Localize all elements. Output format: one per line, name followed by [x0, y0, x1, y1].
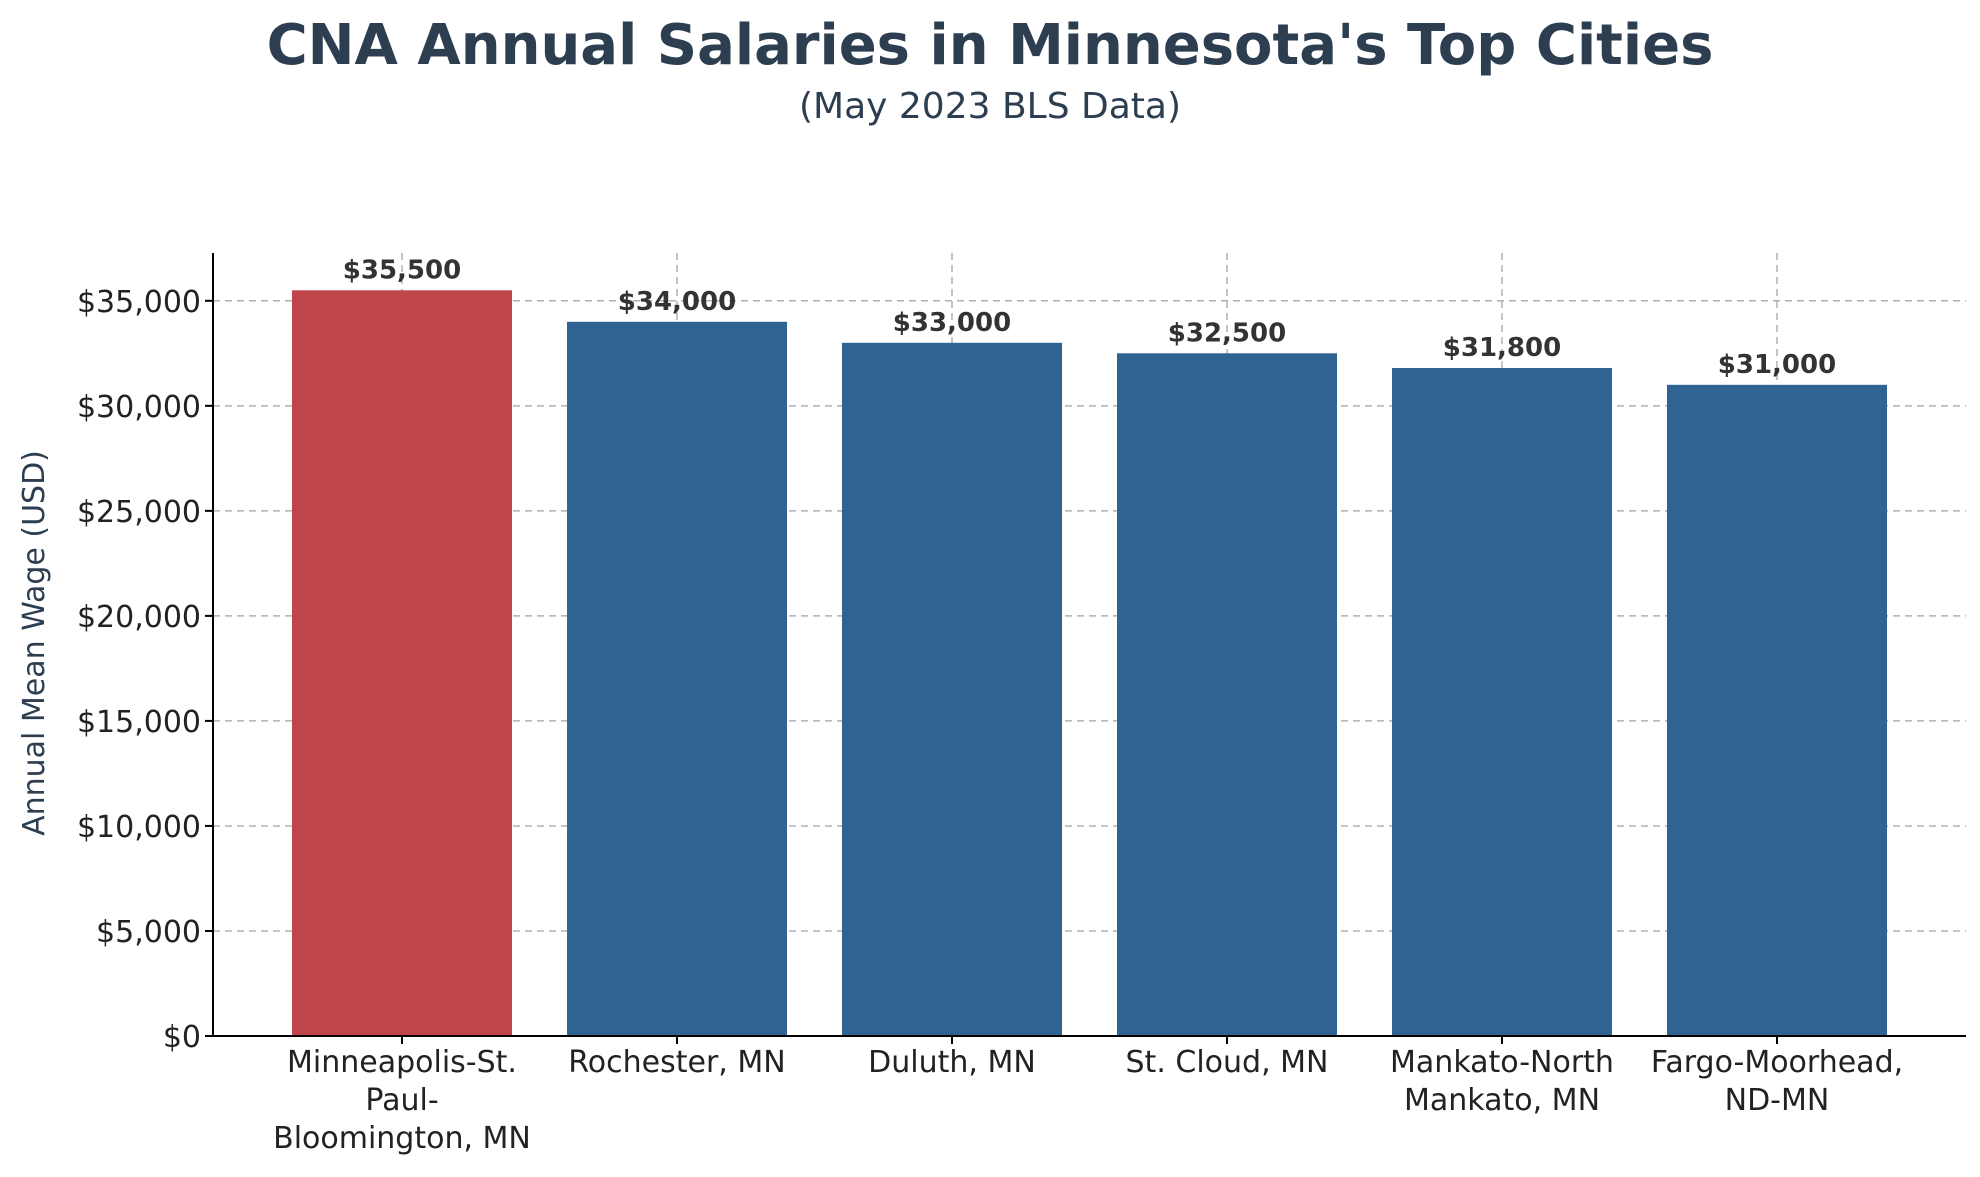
- bar-value-label: $34,000: [618, 287, 736, 317]
- bar-value-label: $31,800: [1443, 333, 1561, 363]
- x-tick-label-line: Mankato-North: [1390, 1045, 1614, 1080]
- labels-layer: $35,500 $34,000 $33,000 $32,500 $31,800 $31,0…: [77, 255, 1903, 1156]
- y-tick-label: $25,000: [77, 495, 201, 530]
- bars-layer: [292, 290, 1887, 1037]
- y-tick-label: $10,000: [77, 810, 201, 845]
- y-axis-label: Annual Mean Wage (USD): [17, 450, 52, 836]
- x-tick-label: Rochester, MN: [568, 1045, 785, 1080]
- bar-value-label: $32,500: [1168, 318, 1286, 348]
- bar-value-label: $33,000: [893, 308, 1011, 338]
- bar-value-label: $35,500: [343, 255, 461, 285]
- bar: [1117, 353, 1337, 1036]
- axes-layer: [205, 253, 1966, 1044]
- x-tick-label-line: ND-MN: [1725, 1083, 1830, 1118]
- chart-subtitle: (May 2023 BLS Data): [799, 86, 1181, 127]
- x-tick-label: Minneapolis-St. Paul-Bloomington, MN: [273, 1045, 531, 1156]
- bar: [1392, 368, 1612, 1036]
- x-tick-label-line: Mankato, MN: [1404, 1083, 1600, 1118]
- x-tick-label-line: Fargo-Moorhead,: [1651, 1045, 1903, 1080]
- x-tick-label-line: Rochester, MN: [568, 1045, 785, 1080]
- bar: [1667, 384, 1887, 1036]
- bar: [292, 290, 512, 1036]
- x-tick-label-line: Bloomington, MN: [273, 1121, 531, 1156]
- bar: [567, 321, 787, 1036]
- y-tick-label: $15,000: [77, 705, 201, 740]
- x-tick-label: Mankato-North Mankato, MN: [1390, 1045, 1614, 1118]
- y-tick-label: $5,000: [96, 915, 201, 950]
- x-tick-label-line: Duluth, MN: [868, 1045, 1036, 1080]
- x-tick-label: Fargo-Moorhead, ND-MN: [1651, 1045, 1903, 1118]
- y-tick-label: $30,000: [77, 390, 201, 425]
- bar: [842, 342, 1062, 1037]
- x-tick-label-line: Minneapolis-St.: [287, 1045, 517, 1080]
- x-tick-label: Duluth, MN: [868, 1045, 1036, 1080]
- y-tick-label: $20,000: [77, 600, 201, 635]
- x-tick-label-line: Paul-: [365, 1083, 438, 1118]
- y-tick-label: $35,000: [77, 285, 201, 320]
- chart-title: CNA Annual Salaries in Minnesota's Top C…: [267, 13, 1714, 78]
- x-tick-label: St. Cloud, MN: [1126, 1045, 1329, 1080]
- x-tick-label-line: St. Cloud, MN: [1126, 1045, 1329, 1080]
- bar-value-label: $31,000: [1718, 350, 1836, 380]
- y-tick-label: $0: [163, 1020, 201, 1055]
